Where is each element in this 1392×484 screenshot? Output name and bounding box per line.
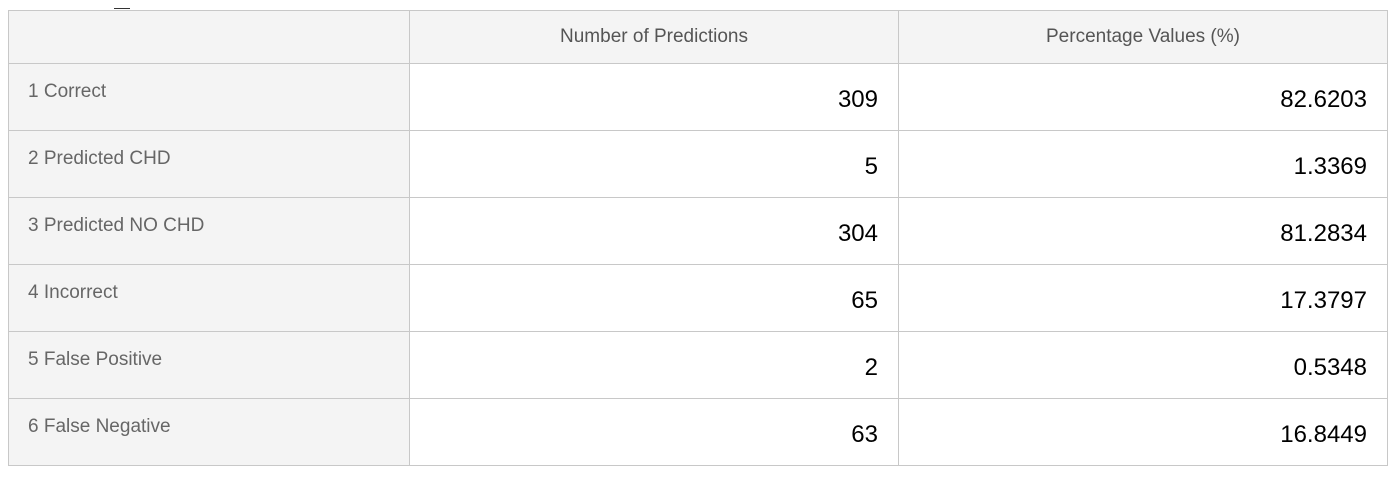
percent-cell: 82.6203 [898, 63, 1388, 131]
percent-cell: 16.8449 [898, 398, 1388, 466]
row-label: 6 False Negative [8, 398, 410, 466]
count-cell: 2 [409, 331, 899, 399]
row-label: 4 Incorrect [8, 264, 410, 332]
column-header-number-of-predictions: Number of Predictions [409, 10, 899, 64]
count-cell: 304 [409, 197, 899, 265]
column-header-percentage-values: Percentage Values (%) [898, 10, 1388, 64]
count-cell: 65 [409, 264, 899, 332]
percent-cell: 81.2834 [898, 197, 1388, 265]
row-label: 1 Correct [8, 63, 410, 131]
table-row: 2 Predicted CHD 5 1.3369 [8, 130, 1388, 198]
percent-cell: 0.5348 [898, 331, 1388, 399]
table-row: 5 False Positive 2 0.5348 [8, 331, 1388, 399]
row-label: 3 Predicted NO CHD [8, 197, 410, 265]
header-corner-cell [8, 10, 410, 64]
count-cell: 5 [409, 130, 899, 198]
row-label: 5 False Positive [8, 331, 410, 399]
percent-cell: 17.3797 [898, 264, 1388, 332]
table-row: 3 Predicted NO CHD 304 81.2834 [8, 197, 1388, 265]
table-row: 6 False Negative 63 16.8449 [8, 398, 1388, 466]
count-cell: 309 [409, 63, 899, 131]
underscore-mark [114, 8, 130, 9]
count-cell: 63 [409, 398, 899, 466]
percent-cell: 1.3369 [898, 130, 1388, 198]
results-table: Number of Predictions Percentage Values … [8, 10, 1388, 466]
header-row: Number of Predictions Percentage Values … [8, 10, 1388, 64]
table-row: 1 Correct 309 82.6203 [8, 63, 1388, 131]
table-row: 4 Incorrect 65 17.3797 [8, 264, 1388, 332]
row-label: 2 Predicted CHD [8, 130, 410, 198]
